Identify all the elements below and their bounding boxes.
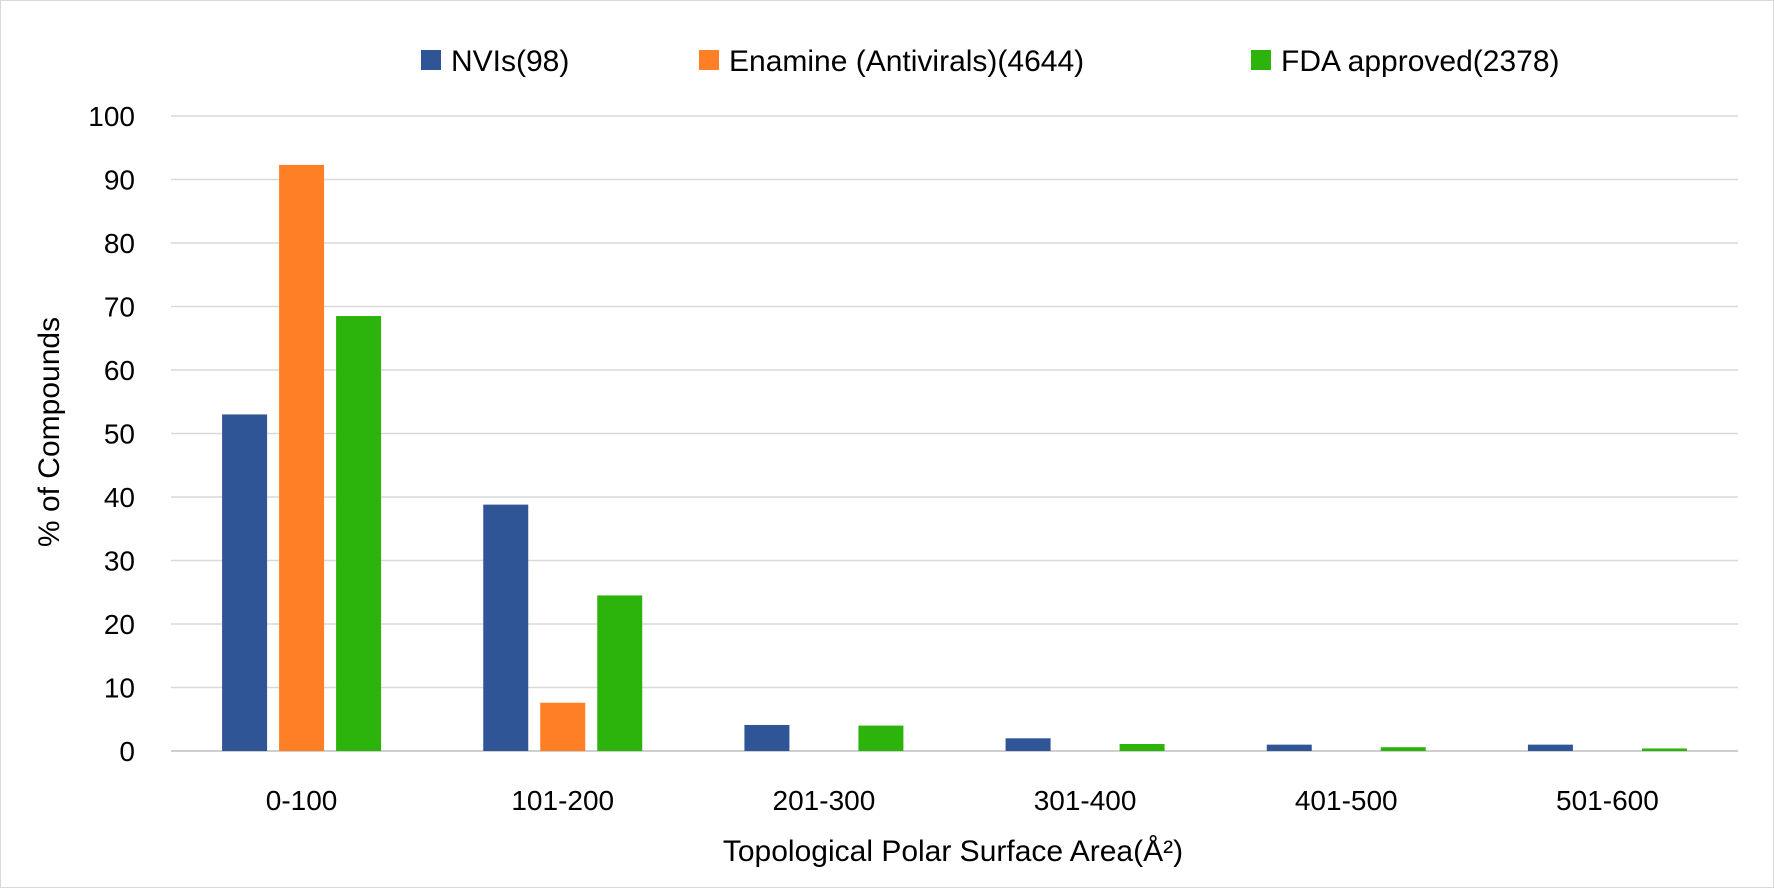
x-tick-label: 301-400 [1034, 785, 1137, 816]
x-tick-label: 401-500 [1295, 785, 1398, 816]
bar-3-101-200 [597, 595, 643, 751]
y-tick-label: 30 [104, 546, 135, 577]
legend-swatch [1251, 50, 1271, 70]
bar-1-101-200 [483, 504, 529, 751]
y-tick-label: 60 [104, 355, 135, 386]
x-tick-label: 101-200 [511, 785, 614, 816]
bar-3-501-600 [1641, 748, 1687, 751]
legend: NVIs(98) Enamine (Antivirals)(4644) FDA ap… [421, 45, 1560, 78]
bar-3-401-500 [1380, 747, 1426, 751]
x-tick-label: 501-600 [1556, 785, 1659, 816]
bar-3-301-400 [1119, 744, 1165, 751]
y-tick-label: 0 [119, 736, 135, 767]
legend-label: FDA approved(2378) [1281, 45, 1560, 78]
bar-1-0-100 [222, 414, 268, 751]
y-tick-label: 80 [104, 228, 135, 259]
x-tick-label: 201-300 [773, 785, 876, 816]
gridlines [171, 115, 1738, 752]
bars [222, 164, 1687, 751]
y-tick-label: 70 [104, 292, 135, 323]
x-axis-title: Topological Polar Surface Area(Å²) [723, 835, 1183, 868]
y-tick-label: 10 [104, 673, 135, 704]
y-tick-label: 50 [104, 419, 135, 450]
legend-swatch [421, 50, 441, 70]
bar-3-201-300 [858, 725, 904, 751]
x-tick-label: 0-100 [266, 785, 338, 816]
y-tick-label: 40 [104, 482, 135, 513]
legend-label: Enamine (Antivirals)(4644) [729, 45, 1084, 78]
bar-1-301-400 [1005, 738, 1051, 751]
bar-1-501-600 [1527, 744, 1573, 751]
legend-swatch [699, 50, 719, 70]
legend-label: NVIs(98) [451, 45, 569, 78]
bar-3-0-100 [336, 316, 382, 751]
y-axis-title: % of Compounds [33, 317, 66, 547]
y-tick-label: 20 [104, 609, 135, 640]
bar-1-201-300 [744, 724, 790, 751]
y-tick-label: 90 [104, 165, 135, 196]
y-tick-label: 100 [88, 101, 135, 132]
y-axis-tick-labels: 0 10 20 30 40 50 60 70 80 90 100 [88, 101, 135, 767]
bar-2-0-100 [279, 164, 325, 751]
bar-2-101-200 [540, 702, 586, 751]
bar-1-401-500 [1266, 744, 1312, 751]
x-axis-tick-labels: 0-100 101-200 201-300 301-400 401-500 501-600 [266, 785, 1659, 816]
